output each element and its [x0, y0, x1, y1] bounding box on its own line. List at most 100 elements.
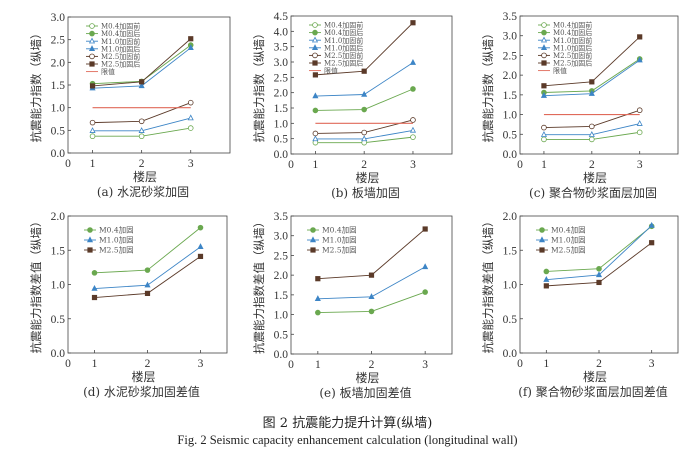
legend-label: M0.4加固后 — [553, 28, 592, 37]
legend-item: M2.5加固前 — [538, 51, 592, 60]
x-tick-label: 2 — [145, 358, 151, 370]
point-marker — [422, 263, 429, 270]
y-tick-label: 1.5 — [274, 290, 289, 302]
point-marker — [312, 92, 319, 99]
legend-label: M0.4加固前 — [324, 21, 363, 30]
point-marker — [539, 247, 545, 253]
legend-label: M2.5加固后 — [553, 59, 592, 68]
legend-label: M2.5加固 — [322, 245, 357, 255]
legend-item: M2.5加固 — [307, 245, 357, 255]
y-tick-label: 0.0 — [51, 148, 66, 160]
x-tick-label: 2 — [369, 359, 375, 371]
x-axis-label: 楼层 — [133, 169, 157, 184]
point-marker — [541, 60, 547, 66]
subplot-d: 0.0 0.5 1.0 1.5 2.0 0 1 2 3 楼层 抗震能力指数差值（纵墙） (d) 水泥砂… — [29, 211, 228, 399]
series-M2.5加固前 — [541, 107, 643, 131]
y-tick-label: 0.5 — [51, 125, 66, 137]
legend-label: M1.0加固前 — [324, 36, 363, 45]
point-marker — [91, 294, 98, 301]
y-axis-label: 抗震能力指数差值（纵墙） — [481, 216, 495, 354]
legend-item: M0.4加固前 — [538, 21, 592, 30]
y-tick-label: 2.5 — [51, 35, 66, 47]
point-marker — [595, 271, 603, 278]
legend-item: 限值 — [538, 66, 567, 75]
legend-label: 限值 — [324, 66, 338, 75]
point-marker — [89, 61, 95, 67]
point-marker — [588, 131, 595, 137]
x-axis-label: 楼层 — [131, 369, 155, 384]
y-tick-label: 0.0 — [503, 348, 518, 360]
point-marker — [89, 83, 96, 89]
point-marker — [312, 52, 318, 59]
subplot-a: 0.0 0.5 1.0 1.5 2.0 2.5 3.0 0 1 2 3 楼层 抗震能力指数（纵墙） (a)… — [29, 12, 231, 199]
series-M0.4加固前 — [541, 129, 643, 143]
point-marker — [543, 283, 549, 289]
legend-label: M0.4加固 — [99, 225, 134, 235]
point-marker — [636, 107, 643, 114]
point-marker — [637, 34, 643, 40]
x-tick-label: 3 — [649, 358, 655, 370]
point-marker — [89, 30, 95, 37]
subplot-title: (c) 聚合物砂浆面层加固 — [529, 185, 657, 200]
legend-label: M0.4加固后 — [101, 29, 140, 38]
y-tick-label: 1.5 — [51, 245, 66, 257]
subplot-c: 0.0 0.5 1.0 1.5 2.0 2.5 3.0 3.5 0 1 2 3 楼层 抗震能力指数（纵墙）… — [481, 11, 679, 200]
x-tick-label: 3 — [422, 359, 428, 371]
point-marker — [138, 118, 145, 125]
point-marker — [144, 267, 151, 273]
series-M2.5加固前 — [89, 99, 194, 126]
y-tick-label: 2.5 — [274, 72, 289, 84]
point-marker — [86, 236, 94, 243]
point-marker — [543, 268, 550, 275]
point-marker — [314, 295, 321, 302]
point-marker — [596, 279, 602, 286]
point-marker — [368, 272, 375, 278]
y-axis-label: 抗震能力指数差值（纵墙） — [29, 216, 43, 354]
y-tick-label: 1.5 — [503, 245, 518, 257]
point-marker — [87, 227, 93, 233]
point-marker — [187, 44, 194, 51]
x-tick-label: 3 — [188, 158, 194, 170]
y-axis-label: 抗震能力指数差值（纵墙） — [252, 216, 266, 354]
point-marker — [88, 45, 96, 51]
point-marker — [312, 29, 318, 36]
point-marker — [538, 236, 546, 243]
point-marker — [409, 126, 417, 133]
x-tick-label: 1 — [541, 159, 547, 171]
series-M0.4加固前 — [312, 134, 416, 146]
legend-label: M1.0加固 — [99, 235, 134, 245]
point-marker — [409, 58, 417, 65]
y-tick-label: 0.0 — [503, 149, 518, 161]
point-marker — [187, 99, 194, 106]
point-marker — [361, 135, 368, 142]
point-marker — [422, 226, 428, 232]
subplot-title: (a) 水泥砂浆加固 — [97, 184, 189, 199]
series-M1.0加固 — [543, 221, 655, 282]
point-marker — [543, 276, 550, 282]
y-tick-label: 1.0 — [503, 110, 518, 122]
point-marker — [312, 22, 318, 28]
legend-label: M1.0加固后 — [101, 44, 140, 53]
x-tick-label: 2 — [589, 159, 595, 171]
point-marker — [589, 79, 595, 85]
x-tick-label: 3 — [410, 159, 416, 171]
point-marker — [361, 129, 367, 136]
legend-item: M1.0加固前 — [538, 36, 592, 45]
legend-item: M1.0加固后 — [538, 43, 592, 52]
x-tick-label: 0 — [65, 158, 71, 170]
series-M2.5加固前 — [312, 117, 416, 137]
series-M1.0加固前 — [540, 119, 643, 137]
y-tick-label: 1.0 — [274, 310, 289, 322]
y-tick-label: 4.5 — [274, 11, 289, 23]
subplot-b: 0.0 0.5 1.0 1.5 2.0 2.5 3.0 3.5 4.0 4.5 0 1 2 3 楼层 抗震能力… — [252, 11, 453, 200]
point-marker — [311, 36, 319, 43]
figure-caption-cn: 图 2 抗震能力提升计算(纵墙) — [262, 416, 433, 431]
y-tick-label: 2.0 — [51, 211, 66, 223]
point-marker — [596, 265, 602, 272]
point-marker — [410, 86, 416, 92]
point-marker — [188, 36, 194, 42]
point-marker — [636, 56, 643, 63]
point-marker — [312, 130, 319, 137]
point-marker — [539, 227, 545, 233]
y-tick-label: 0.0 — [51, 348, 66, 360]
